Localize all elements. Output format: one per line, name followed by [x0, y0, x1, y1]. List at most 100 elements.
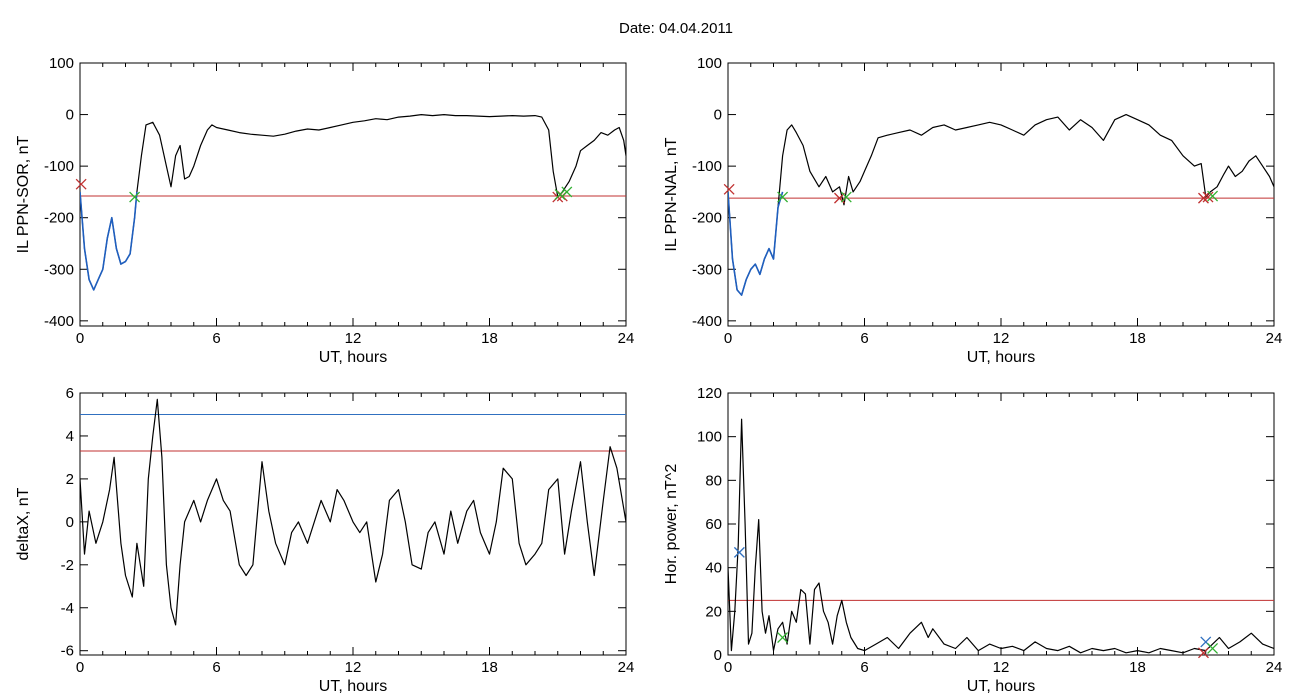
x-tick-label: 6 — [860, 659, 868, 676]
chart-panel-hor-power: 0 6 12 18 24 0 20 40 60 80 100 120 UT, hours Hor. pow… — [663, 385, 1282, 695]
x-tick-label: 24 — [618, 330, 635, 347]
plot-frame — [727, 392, 1275, 656]
event-marker — [733, 546, 745, 558]
x-tick-label: 0 — [76, 330, 84, 347]
y-tick-label: 40 — [705, 560, 722, 577]
highlight-segment — [80, 191, 138, 291]
y-tick-label: 80 — [705, 472, 722, 489]
marker-stroke — [1202, 191, 1214, 203]
y-tick-label: -200 — [44, 210, 74, 227]
y-tick-label: 0 — [66, 514, 74, 531]
event-marker — [1207, 190, 1219, 202]
y-tick-label: -4 — [61, 600, 74, 617]
y-tick-label: -300 — [44, 261, 74, 278]
series-line — [728, 418, 1274, 654]
y-tick-label: 0 — [714, 107, 722, 124]
x-tick-label: 24 — [618, 659, 635, 676]
plot-area — [728, 113, 1274, 296]
y-axis-label: IL PPN-NAL, nT — [663, 137, 680, 251]
event-marker — [1198, 647, 1209, 659]
marker-stroke — [1198, 647, 1209, 659]
y-tick-label: 0 — [714, 647, 722, 664]
x-axis-label: UT, hours — [967, 349, 1035, 366]
y-tick-label: 60 — [705, 516, 722, 533]
marker-stroke — [129, 191, 141, 203]
y-tick-label: -400 — [692, 313, 722, 330]
y-tick-label: -100 — [44, 158, 74, 175]
y-tick-label: -300 — [692, 261, 722, 278]
marker-stroke — [723, 183, 735, 195]
x-tick-label: 12 — [993, 330, 1010, 347]
marker-stroke — [733, 546, 745, 558]
y-tick-label: 0 — [66, 107, 74, 124]
marker-stroke — [75, 178, 87, 190]
x-tick-label: 6 — [860, 330, 868, 347]
x-tick-label: 12 — [345, 659, 362, 676]
x-tick-label: 12 — [993, 659, 1010, 676]
y-tick-label: -100 — [692, 158, 722, 175]
marker-stroke — [1200, 636, 1212, 648]
marker-stroke — [1207, 190, 1219, 202]
plot-frame — [79, 62, 627, 327]
series-line — [728, 113, 1274, 296]
event-marker — [554, 189, 566, 200]
x-tick-label: 18 — [481, 659, 498, 676]
y-tick-label: 20 — [705, 603, 722, 620]
y-tick-label: -2 — [61, 557, 74, 574]
plot-area — [80, 113, 626, 291]
plot-area — [728, 418, 1274, 654]
y-tick-label: 100 — [697, 429, 722, 446]
event-marker — [1198, 192, 1209, 204]
x-axis-label: UT, hours — [319, 678, 387, 695]
event-marker — [129, 191, 141, 203]
marker-stroke — [834, 192, 845, 204]
x-tick-label: 24 — [1266, 659, 1283, 676]
x-tick-label: 0 — [724, 330, 732, 347]
event-marker — [561, 186, 573, 198]
x-tick-label: 6 — [212, 659, 220, 676]
y-tick-label: 2 — [66, 471, 74, 488]
y-tick-label: -400 — [44, 313, 74, 330]
marker-stroke — [554, 189, 566, 200]
plot-frame — [727, 62, 1275, 327]
x-tick-label: 18 — [1129, 330, 1146, 347]
y-axis-label: Hor. power, nT^2 — [663, 464, 680, 585]
chart-panel-ppn-sor: 0 6 12 18 24 -400 -300 -200 -100 0 100 UT, hours IL … — [15, 55, 634, 366]
x-axis-label: UT, hours — [967, 678, 1035, 695]
x-tick-label: 6 — [212, 330, 220, 347]
y-tick-label: 100 — [697, 55, 722, 72]
x-tick-label: 24 — [1266, 330, 1283, 347]
highlight-segment — [728, 191, 784, 296]
x-tick-label: 18 — [1129, 659, 1146, 676]
y-tick-label: -6 — [61, 643, 74, 660]
event-marker — [777, 191, 789, 203]
y-axis-label: IL PPN-SOR, nT — [15, 135, 32, 253]
x-tick-label: 12 — [345, 330, 362, 347]
event-marker — [1207, 642, 1219, 654]
series-line — [80, 398, 626, 626]
plot-area — [80, 398, 626, 626]
x-axis-label: UT, hours — [319, 349, 387, 366]
marker-stroke — [1198, 192, 1209, 204]
marker-stroke — [777, 632, 789, 643]
y-axis-label: deltaX, nT — [15, 487, 32, 560]
event-marker — [777, 632, 789, 643]
marker-stroke — [561, 186, 573, 198]
x-tick-label: 0 — [724, 659, 732, 676]
x-tick-label: 18 — [481, 330, 498, 347]
series-line — [80, 113, 626, 291]
marker-stroke — [840, 191, 852, 203]
event-marker — [1202, 191, 1214, 203]
y-tick-label: -200 — [692, 210, 722, 227]
chart-panel-ppn-nal: 0 6 12 18 24 -400 -300 -200 -100 0 100 UT, hours IL … — [663, 55, 1282, 366]
marker-stroke — [1207, 642, 1219, 654]
event-marker — [75, 178, 87, 190]
y-tick-label: 6 — [66, 385, 74, 402]
y-tick-label: 100 — [49, 55, 74, 72]
y-tick-label: 120 — [697, 385, 722, 402]
figure-title: Date: 04.04.2011 — [619, 20, 733, 37]
marker-stroke — [777, 191, 789, 203]
